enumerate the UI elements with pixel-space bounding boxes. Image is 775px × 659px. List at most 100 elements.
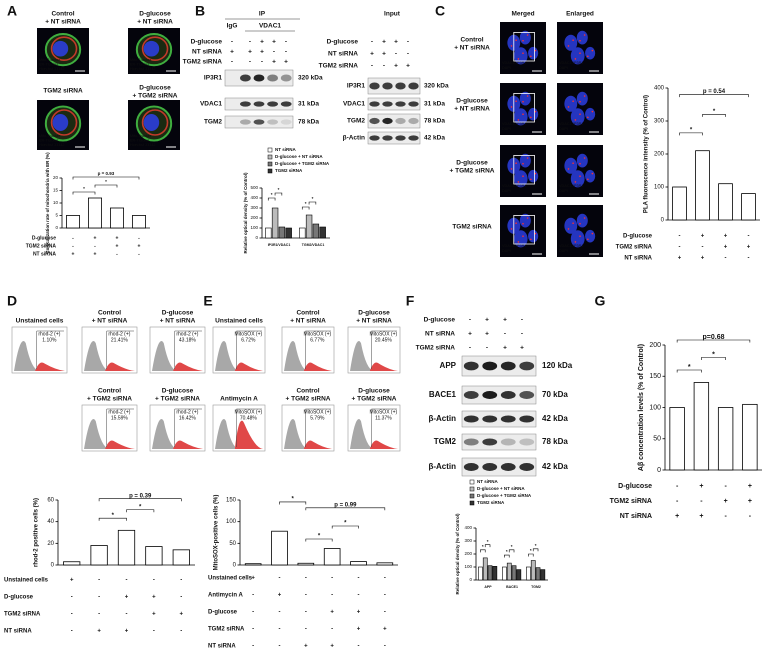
stain-label: ER-Tracker bbox=[130, 63, 150, 67]
label: Unstained cells bbox=[215, 318, 263, 325]
condition-sign: - bbox=[384, 593, 386, 599]
significance-label: * bbox=[712, 351, 715, 358]
zoom-box bbox=[513, 93, 535, 123]
bar bbox=[526, 566, 531, 581]
condition-sign: - bbox=[521, 317, 523, 324]
label: + TGM2 siRNA bbox=[155, 396, 200, 403]
zoom-box bbox=[513, 214, 535, 245]
stain-label: VDAC1-IP3R1 bbox=[559, 61, 583, 65]
condition-sign: - bbox=[384, 644, 386, 650]
band bbox=[482, 415, 498, 423]
condition-sign: + bbox=[406, 63, 410, 70]
label: + NT siRNA bbox=[454, 106, 490, 113]
bar bbox=[695, 150, 710, 221]
significance-bracket bbox=[528, 553, 534, 557]
bar bbox=[299, 227, 306, 239]
y-tick-label: 100 bbox=[226, 519, 237, 525]
bar bbox=[131, 215, 146, 229]
condition-sign: + bbox=[383, 627, 387, 633]
panel-letter: C bbox=[435, 3, 445, 19]
pla-dot bbox=[510, 228, 513, 230]
gate bbox=[236, 330, 262, 369]
significance-label: * bbox=[83, 186, 85, 191]
histogram-negative bbox=[84, 418, 110, 449]
significance-bracket bbox=[301, 206, 310, 210]
pla-dot bbox=[591, 110, 594, 113]
nucleus bbox=[513, 47, 528, 65]
significance-bracket bbox=[305, 538, 333, 542]
pla-dot bbox=[510, 168, 513, 170]
y-tick-label: 50 bbox=[229, 541, 236, 547]
legend-swatch bbox=[469, 493, 475, 499]
condition-sign: - bbox=[279, 644, 281, 650]
gate-percent: 16.42% bbox=[179, 415, 197, 421]
blot-label: APP bbox=[440, 361, 457, 370]
gate-percent: 11.37% bbox=[375, 415, 392, 421]
blot-label: BACE1 bbox=[429, 390, 457, 399]
stain-label: DAPI bbox=[559, 189, 568, 193]
band bbox=[463, 391, 479, 399]
significance-label: * bbox=[530, 548, 532, 553]
significance-label: * bbox=[291, 497, 294, 503]
label: Antimycin A bbox=[220, 396, 258, 403]
band bbox=[382, 101, 393, 107]
condition-sign: - bbox=[724, 513, 727, 520]
condition-sign: + bbox=[699, 483, 703, 490]
y-axis-title: rhod-2 positive cells (%) bbox=[34, 498, 40, 567]
label: + TGM2 siRNA bbox=[286, 396, 331, 403]
condition-sign: - bbox=[724, 483, 727, 490]
y-tick-label: 0 bbox=[255, 235, 258, 240]
nucleus bbox=[585, 169, 596, 183]
nucleus bbox=[513, 230, 528, 248]
blot-size: 320 kDa bbox=[298, 75, 323, 82]
condition-sign: - bbox=[126, 612, 128, 618]
bar bbox=[110, 207, 125, 229]
condition-sign: + bbox=[468, 331, 472, 338]
band bbox=[267, 74, 279, 82]
zoom-box bbox=[513, 32, 535, 62]
band bbox=[369, 135, 380, 141]
condition-label: D-glucose bbox=[208, 610, 238, 616]
blot bbox=[461, 355, 537, 377]
pla-dot bbox=[587, 178, 589, 181]
bar bbox=[530, 560, 536, 581]
condition-sign: - bbox=[749, 513, 752, 520]
y-tick-label: 0 bbox=[657, 467, 661, 474]
blot bbox=[461, 410, 537, 428]
bar bbox=[718, 183, 733, 221]
histogram-positive bbox=[369, 440, 398, 449]
condition-sign: + bbox=[72, 251, 75, 257]
condition-sign: + bbox=[304, 644, 308, 650]
panel-letter: G bbox=[595, 293, 606, 309]
condition-sign: - bbox=[407, 51, 409, 58]
nucleus bbox=[528, 229, 539, 243]
stain-label: DAPI bbox=[559, 66, 568, 70]
legend-label: TGM2 siRNA bbox=[477, 500, 505, 505]
blot-label: VDAC1 bbox=[200, 101, 222, 108]
condition-sign: - bbox=[138, 251, 140, 257]
label: D-glucose bbox=[162, 388, 194, 395]
significance-bracket bbox=[484, 544, 491, 548]
histogram-positive bbox=[303, 362, 332, 371]
condition-sign: + bbox=[272, 39, 276, 46]
stain-label: DAPI bbox=[502, 127, 511, 131]
legend-label: D-glucose + TGM2 siRNA bbox=[275, 161, 330, 166]
condition-sign: - bbox=[469, 317, 471, 324]
condition-sign: + bbox=[675, 513, 679, 520]
blot-size: 42 kDa bbox=[424, 135, 445, 142]
histogram-negative bbox=[350, 340, 374, 371]
pla-dot bbox=[522, 235, 524, 237]
bar bbox=[172, 549, 190, 566]
condition-sign: - bbox=[384, 576, 386, 582]
condition-sign: - bbox=[94, 243, 96, 249]
pla-dot bbox=[517, 58, 520, 60]
pla-dot bbox=[534, 232, 537, 235]
condition-sign: + bbox=[138, 243, 141, 249]
blot-label: β-Actin bbox=[343, 135, 365, 142]
condition-sign: - bbox=[305, 627, 307, 633]
nucleus bbox=[513, 170, 528, 188]
condition-sign: + bbox=[503, 317, 507, 324]
condition-label: D-glucose bbox=[32, 235, 56, 241]
legend-swatch bbox=[267, 161, 273, 167]
gate-percent: 1.10% bbox=[42, 337, 57, 343]
